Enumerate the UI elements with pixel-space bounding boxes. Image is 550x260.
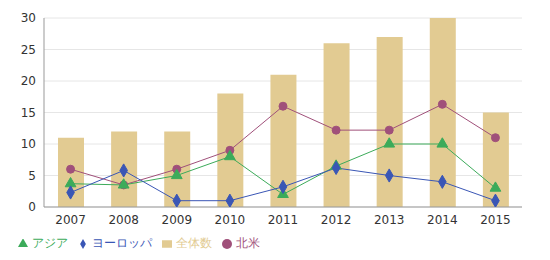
svg-text:2012: 2012 (321, 213, 352, 227)
svg-text:20: 20 (21, 74, 36, 88)
svg-text:2008: 2008 (108, 213, 139, 227)
svg-text:2007: 2007 (55, 213, 86, 227)
svg-text:2015: 2015 (480, 213, 511, 227)
html-text:全体数: 全体数 (176, 236, 212, 250)
svg-text:2010: 2010 (215, 213, 246, 227)
svg-text:2011: 2011 (268, 213, 299, 227)
svg-text:2014: 2014 (427, 213, 458, 227)
svg-text:10: 10 (21, 137, 36, 151)
html-text:北米: 北米 (236, 236, 260, 250)
svg-text:5: 5 (28, 169, 36, 183)
svg-text:30: 30 (21, 11, 36, 25)
html-text:アジア: アジア (32, 236, 68, 250)
svg-text:0: 0 (28, 200, 36, 214)
svg-text:25: 25 (21, 43, 36, 57)
svg-text:2009: 2009 (162, 213, 193, 227)
html-text:ヨーロッパ: ヨーロッパ (92, 236, 152, 250)
svg-text:15: 15 (21, 106, 36, 120)
svg-text:2013: 2013 (374, 213, 405, 227)
